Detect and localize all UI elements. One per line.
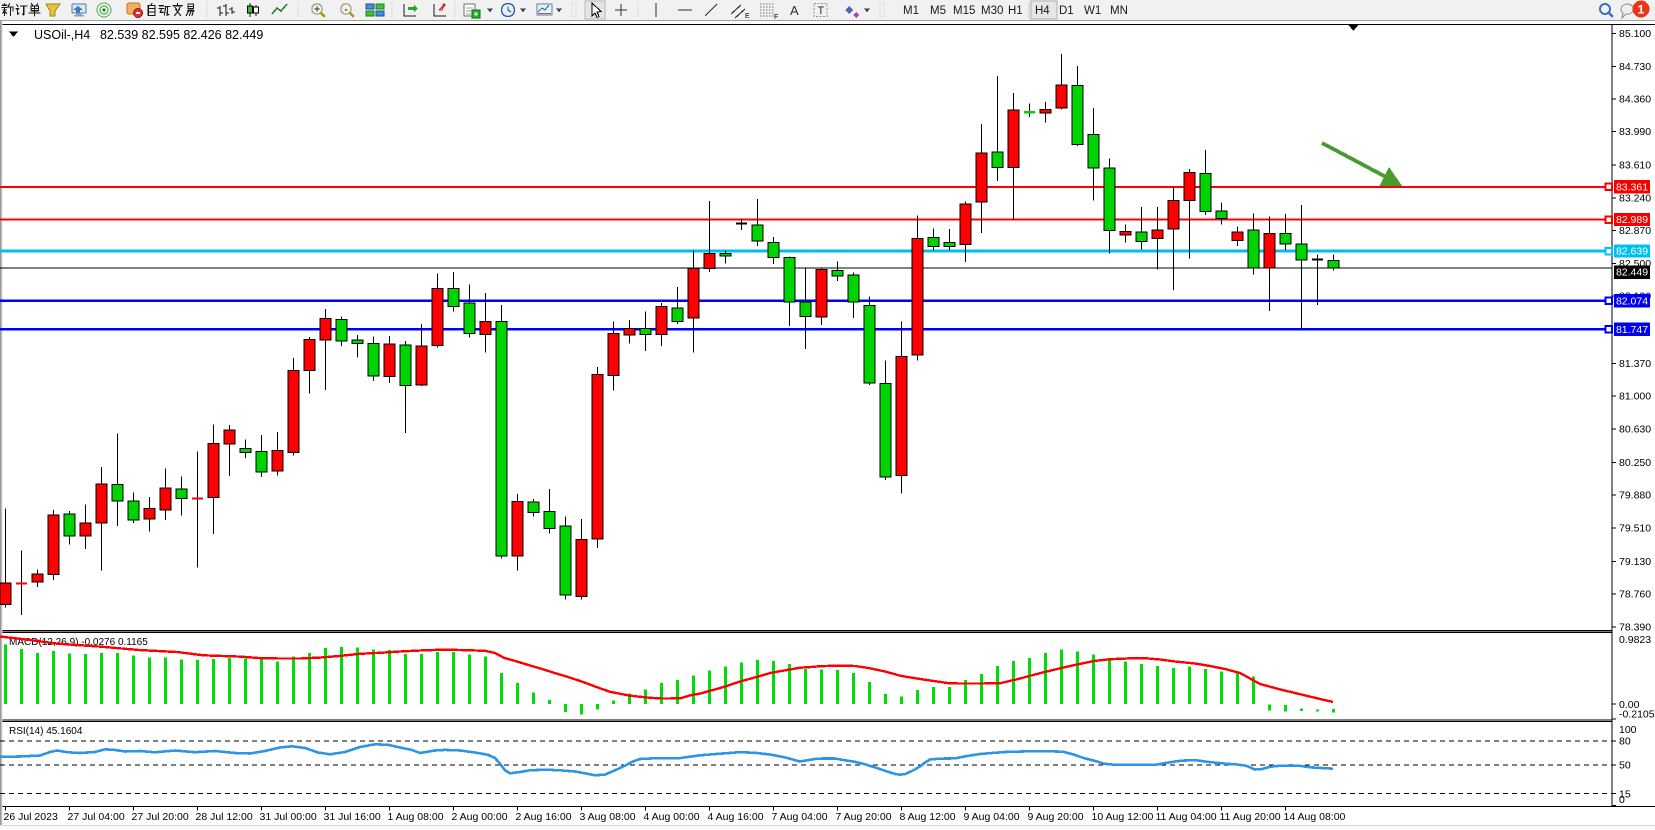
svg-text:E: E: [745, 13, 750, 20]
svg-text:14 Aug 08:00: 14 Aug 08:00: [1284, 811, 1346, 823]
svg-text:1: 1: [1638, 3, 1645, 17]
svg-text:83.990: 83.990: [1619, 126, 1651, 138]
svg-text:MACD(12,26,9) -0.0276 0.1165: MACD(12,26,9) -0.0276 0.1165: [9, 637, 148, 648]
svg-text:79.130: 79.130: [1619, 556, 1651, 568]
svg-text:11 Aug 04:00: 11 Aug 04:00: [1156, 811, 1217, 823]
svg-text:0: 0: [1619, 794, 1625, 806]
svg-text:7 Aug 04:00: 7 Aug 04:00: [772, 811, 828, 823]
svg-text:9 Aug 04:00: 9 Aug 04:00: [964, 811, 1020, 823]
svg-text:100: 100: [1619, 724, 1637, 736]
svg-text:79.510: 79.510: [1619, 522, 1651, 534]
svg-text:83.240: 83.240: [1619, 193, 1651, 205]
svg-text:79.880: 79.880: [1619, 490, 1651, 502]
svg-text:RSI(14) 45.1604: RSI(14) 45.1604: [9, 726, 83, 737]
svg-text:8 Aug 12:00: 8 Aug 12:00: [900, 811, 956, 823]
svg-text:+: +: [314, 5, 320, 16]
svg-text:USOil-,H4 82.539 82.595 82.42: USOil-,H4 82.539 82.595 82.426 82.449: [34, 28, 263, 42]
svg-text:31 Jul 16:00: 31 Jul 16:00: [324, 811, 381, 823]
svg-text:84.360: 84.360: [1619, 94, 1651, 106]
svg-text:7 Aug 20:00: 7 Aug 20:00: [836, 811, 892, 823]
svg-text:83.361: 83.361: [1616, 182, 1648, 194]
svg-text:26 Jul 2023: 26 Jul 2023: [4, 811, 58, 823]
svg-text:15: 15: [1619, 789, 1631, 801]
svg-text:27 Jul 20:00: 27 Jul 20:00: [132, 811, 189, 823]
svg-text:82.639: 82.639: [1616, 246, 1648, 258]
svg-text:M30: M30: [981, 5, 1003, 17]
svg-text:M1: M1: [903, 5, 919, 17]
svg-text:11 Aug 20:00: 11 Aug 20:00: [1220, 811, 1281, 823]
svg-text:0.9823: 0.9823: [1619, 634, 1651, 646]
svg-text:81.000: 81.000: [1619, 391, 1651, 403]
svg-text:80: 80: [1619, 735, 1631, 747]
svg-text:27 Jul 04:00: 27 Jul 04:00: [68, 811, 125, 823]
svg-text:80.630: 80.630: [1619, 423, 1651, 435]
svg-text:80.250: 80.250: [1619, 457, 1651, 469]
svg-text:A: A: [790, 3, 799, 18]
svg-text:F: F: [774, 14, 778, 21]
svg-text:H4: H4: [1035, 5, 1050, 17]
svg-text:82.074: 82.074: [1616, 295, 1648, 307]
svg-text:-: -: [344, 5, 347, 16]
svg-text:MN: MN: [1110, 5, 1128, 17]
svg-text:81.747: 81.747: [1616, 324, 1648, 336]
svg-text:4 Aug 16:00: 4 Aug 16:00: [708, 811, 764, 823]
svg-text:84.730: 84.730: [1619, 61, 1651, 73]
svg-text:T: T: [818, 5, 825, 17]
svg-text:81.370: 81.370: [1619, 358, 1651, 370]
svg-text:28 Jul 12:00: 28 Jul 12:00: [196, 811, 253, 823]
svg-text:78.760: 78.760: [1619, 589, 1651, 601]
svg-text:2 Aug 16:00: 2 Aug 16:00: [516, 811, 572, 823]
svg-text:31 Jul 00:00: 31 Jul 00:00: [260, 811, 317, 823]
svg-text:82.989: 82.989: [1616, 214, 1648, 226]
svg-text:83.610: 83.610: [1619, 159, 1651, 171]
svg-text:0.00: 0.00: [1619, 699, 1640, 711]
svg-text:H1: H1: [1008, 5, 1023, 17]
svg-text:1 Aug 08:00: 1 Aug 08:00: [388, 811, 444, 823]
svg-text:W1: W1: [1084, 5, 1101, 17]
svg-text:9 Aug 20:00: 9 Aug 20:00: [1028, 811, 1084, 823]
svg-text:4 Aug 00:00: 4 Aug 00:00: [644, 811, 700, 823]
svg-text:78.390: 78.390: [1619, 621, 1651, 633]
svg-text:82.449: 82.449: [1616, 266, 1648, 278]
svg-text:50: 50: [1619, 760, 1631, 772]
svg-text:10 Aug 12:00: 10 Aug 12:00: [1092, 811, 1154, 823]
svg-text:M15: M15: [953, 5, 975, 17]
svg-text:82.870: 82.870: [1619, 225, 1651, 237]
svg-text:-0.2105: -0.2105: [1619, 708, 1655, 720]
svg-text:M5: M5: [930, 5, 946, 17]
svg-text:D1: D1: [1059, 5, 1074, 17]
svg-text:85.100: 85.100: [1619, 28, 1651, 40]
svg-text:3 Aug 08:00: 3 Aug 08:00: [580, 811, 636, 823]
svg-text:2 Aug 00:00: 2 Aug 00:00: [452, 811, 508, 823]
